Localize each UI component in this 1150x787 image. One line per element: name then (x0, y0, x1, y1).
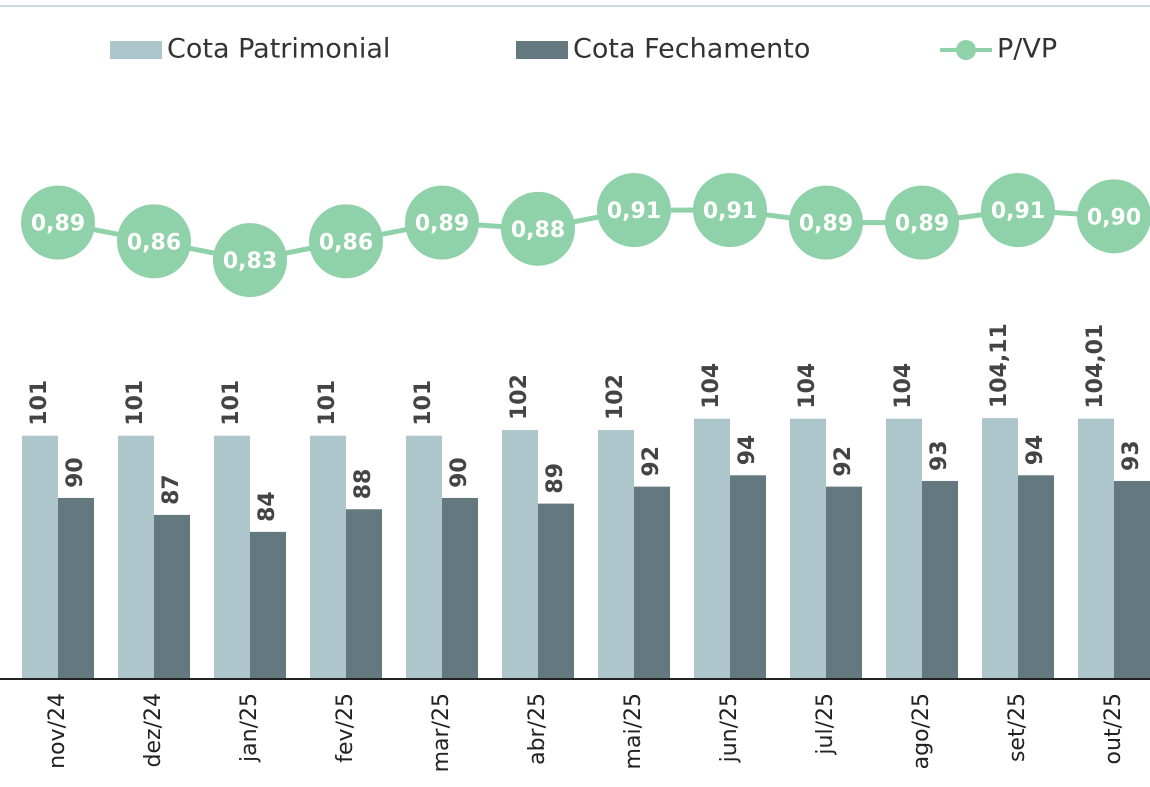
point-label: 0,88 (511, 218, 565, 243)
marker (1077, 179, 1150, 254)
point-label: 0,89 (895, 212, 949, 237)
bar-value-label: 104,01 (1083, 324, 1108, 409)
bar (1114, 480, 1150, 679)
x-tick-label: jun/25 (717, 693, 742, 763)
bar-value-label: 94 (1023, 435, 1048, 466)
bar-value-label: 101 (123, 380, 148, 426)
bar-value-label: 87 (159, 474, 184, 505)
bar-value-label: 93 (1119, 440, 1144, 471)
legend-swatch (516, 41, 568, 59)
point-label: 0,86 (319, 230, 373, 255)
bar-value-label: 92 (639, 446, 664, 477)
bar (730, 475, 766, 679)
x-tick-label: out/25 (1101, 693, 1126, 764)
marker (789, 185, 863, 260)
bar (214, 435, 250, 679)
bar (310, 435, 346, 679)
point-label: 0,91 (991, 199, 1045, 224)
bar (250, 531, 286, 679)
point-label: 0,86 (127, 230, 181, 255)
bar (598, 430, 634, 679)
bar-value-label: 104,11 (987, 323, 1012, 408)
bar (154, 514, 190, 679)
marker (981, 173, 1055, 248)
legend-swatch (956, 40, 976, 60)
x-tick-label: abr/25 (525, 693, 550, 765)
marker (213, 223, 287, 298)
bar (634, 486, 670, 679)
bar (58, 497, 94, 679)
x-tick-label: ago/25 (909, 693, 934, 769)
marker (21, 185, 95, 260)
legend-label: Cota Patrimonial (167, 34, 390, 65)
marker (885, 185, 959, 260)
point-label: 0,89 (415, 212, 469, 237)
legend-label: Cota Fechamento (573, 34, 810, 65)
bar-value-label: 101 (27, 380, 52, 426)
marker (501, 191, 575, 266)
bar-value-label: 101 (411, 380, 436, 426)
bar-value-label: 94 (735, 435, 760, 466)
bar-value-label: 93 (927, 440, 952, 471)
bar-value-label: 101 (219, 380, 244, 426)
x-tick-label: mai/25 (621, 693, 646, 769)
bar (694, 418, 730, 679)
bar-value-label: 88 (351, 469, 376, 500)
bar (1018, 475, 1054, 679)
bar (790, 418, 826, 679)
marker (405, 185, 479, 260)
marker (597, 173, 671, 248)
marker (693, 173, 767, 248)
point-label: 0,83 (223, 249, 277, 274)
bar (886, 418, 922, 679)
bar (502, 430, 538, 679)
bar (922, 480, 958, 679)
x-tick-label: nov/24 (45, 693, 70, 769)
x-tick-label: dez/24 (141, 693, 166, 767)
bar (442, 497, 478, 679)
x-tick-label: mar/25 (429, 693, 454, 772)
bar-value-label: 89 (543, 463, 568, 494)
bar-value-label: 90 (63, 457, 88, 488)
bar (1078, 418, 1114, 679)
bar-value-label: 90 (447, 457, 472, 488)
point-label: 0,90 (1087, 205, 1141, 230)
bar (406, 435, 442, 679)
bar (22, 435, 58, 679)
bar-value-label: 84 (255, 491, 280, 522)
bar-value-label: 104 (795, 363, 820, 409)
bar-value-label: 104 (891, 363, 916, 409)
legend-swatch (110, 41, 162, 59)
bar-value-label: 102 (507, 374, 532, 420)
point-label: 0,89 (799, 212, 853, 237)
bar (826, 486, 862, 679)
marker (117, 204, 191, 279)
point-label: 0,91 (607, 199, 661, 224)
x-tick-label: jan/25 (237, 693, 262, 763)
bar (538, 503, 574, 679)
x-tick-label: set/25 (1005, 693, 1030, 762)
point-label: 0,91 (703, 199, 757, 224)
point-label: 0,89 (31, 212, 85, 237)
x-tick-label: fev/25 (333, 693, 358, 763)
bar-value-label: 104 (699, 363, 724, 409)
x-tick-label: jul/25 (813, 693, 838, 756)
bar-value-label: 102 (603, 374, 628, 420)
bar (982, 418, 1018, 679)
bar-value-label: 92 (831, 446, 856, 477)
bar (346, 509, 382, 679)
bar (118, 435, 154, 679)
marker (309, 204, 383, 279)
bar-value-label: 101 (315, 380, 340, 426)
legend-label: P/VP (997, 34, 1057, 65)
